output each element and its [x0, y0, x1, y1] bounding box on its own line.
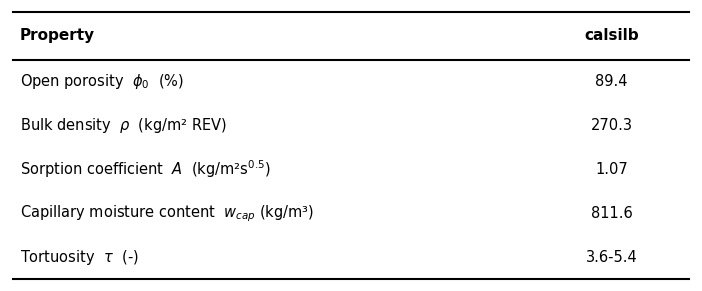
- Text: 3.6-5.4: 3.6-5.4: [585, 250, 637, 265]
- Text: 89.4: 89.4: [595, 74, 628, 89]
- Text: Open porosity  $\phi_0$  (%): Open porosity $\phi_0$ (%): [20, 72, 184, 91]
- Text: Bulk density  $\rho$  (kg/m² REV): Bulk density $\rho$ (kg/m² REV): [20, 116, 227, 135]
- Text: Sorption coefficient  $A$  (kg/m²s$^{0.5}$): Sorption coefficient $A$ (kg/m²s$^{0.5}$…: [20, 159, 270, 180]
- Text: 270.3: 270.3: [590, 118, 633, 133]
- Text: 1.07: 1.07: [595, 162, 628, 177]
- Text: 811.6: 811.6: [590, 206, 633, 221]
- Text: Property: Property: [20, 28, 95, 43]
- Text: calsilb: calsilb: [584, 28, 639, 43]
- Text: Capillary moisture content  $w_{cap}$ (kg/m³): Capillary moisture content $w_{cap}$ (kg…: [20, 203, 314, 224]
- Text: Tortuosity  $\tau$  (-): Tortuosity $\tau$ (-): [20, 248, 138, 267]
